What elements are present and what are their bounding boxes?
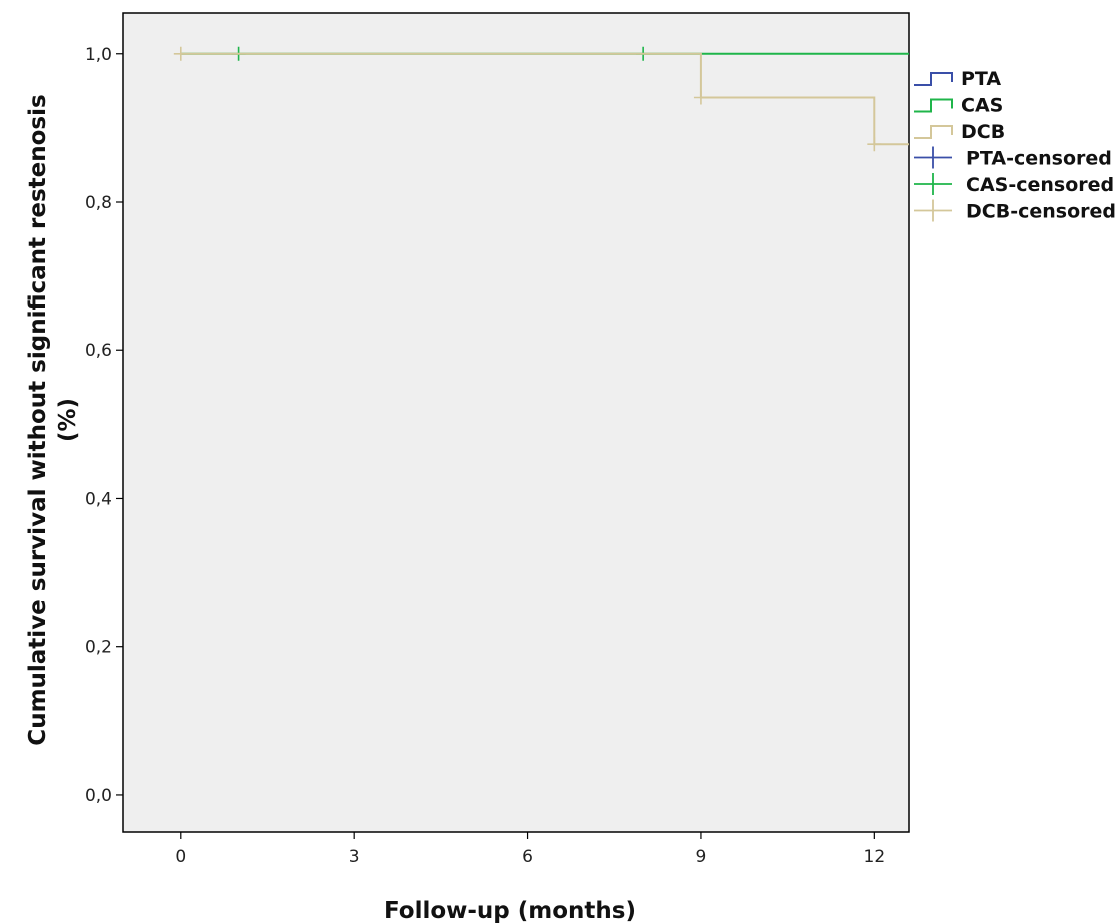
legend-swatch-pta xyxy=(914,72,953,86)
x-tick-label: 6 xyxy=(522,847,533,867)
legend-swatch-cas-censored xyxy=(914,173,952,195)
legend-label-cas: CAS xyxy=(961,95,1003,117)
censored-marker-dcb xyxy=(173,46,188,61)
censored-marker-dcb xyxy=(693,90,708,105)
plot-area xyxy=(122,12,910,833)
y-axis-title-line-2: (%) xyxy=(55,398,81,442)
y-axis-title: Cumulative survival without significant … xyxy=(25,94,81,745)
legend-label-pta-censored: PTA-censored xyxy=(966,148,1112,170)
legend: PTA CAS DCB PTA-censored CAS-censored DCB-cen… xyxy=(914,68,1116,223)
x-tick-label: 12 xyxy=(864,847,886,867)
legend-swatch-pta-censored xyxy=(914,146,952,169)
y-tick-label: 0,8 xyxy=(85,193,112,213)
legend-label-pta: PTA xyxy=(961,68,1001,90)
y-tick-label: 0,0 xyxy=(85,786,112,806)
x-axis-title: Follow-up (months) xyxy=(384,898,636,923)
legend-label-dcb-censored: DCB-censored xyxy=(966,201,1116,223)
x-tick-label: 9 xyxy=(696,847,707,867)
axes: 0 3 6 9 12 0,0 0,2 0,4 0,6 0,8 1,0 xyxy=(85,45,885,867)
y-tick-label: 0,4 xyxy=(85,489,112,509)
x-tick-label: 3 xyxy=(349,847,360,867)
y-axis-title-line-1: Cumulative survival without significant … xyxy=(25,94,51,745)
legend-swatch-dcb xyxy=(914,125,953,139)
legend-swatch-cas xyxy=(914,98,953,113)
x-tick-label: 0 xyxy=(175,847,186,867)
censored-marker-dcb xyxy=(867,137,882,152)
series-layer xyxy=(173,46,909,152)
y-tick-label: 0,2 xyxy=(85,638,112,658)
legend-swatch-dcb-censored xyxy=(914,199,952,222)
legend-label-dcb: DCB xyxy=(961,121,1005,143)
y-tick-label: 1,0 xyxy=(85,45,112,65)
legend-label-cas-censored: CAS-censored xyxy=(966,174,1114,196)
y-tick-label: 0,6 xyxy=(85,341,112,361)
